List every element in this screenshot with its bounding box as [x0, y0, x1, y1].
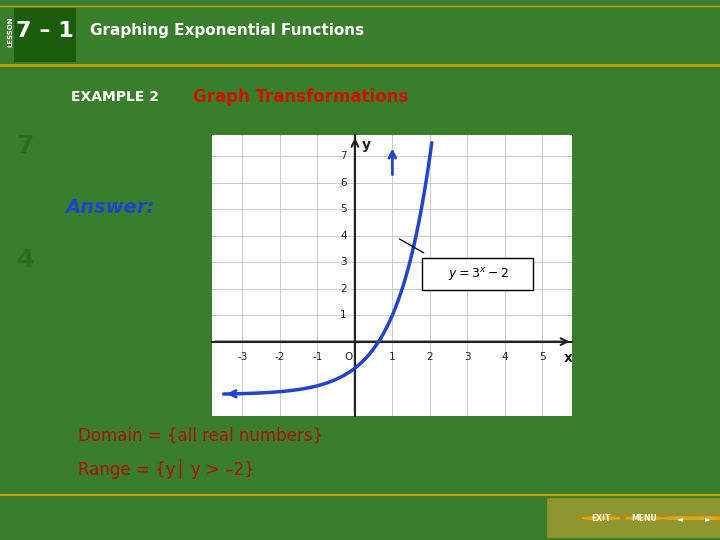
FancyBboxPatch shape — [14, 9, 76, 62]
Text: 5: 5 — [340, 204, 346, 214]
Text: 1: 1 — [389, 352, 396, 362]
Circle shape — [582, 517, 620, 519]
Circle shape — [662, 517, 699, 519]
Text: EXAMPLE 2: EXAMPLE 2 — [71, 90, 159, 104]
Text: 4: 4 — [502, 352, 508, 362]
FancyBboxPatch shape — [423, 258, 533, 290]
Text: -3: -3 — [237, 352, 248, 362]
Text: y: y — [361, 138, 371, 152]
Text: -2: -2 — [275, 352, 285, 362]
Text: 3: 3 — [340, 257, 346, 267]
Text: x: x — [564, 351, 573, 365]
Circle shape — [685, 517, 720, 519]
Circle shape — [621, 517, 667, 519]
Text: 2: 2 — [340, 284, 346, 294]
Text: $y = 3^x - 2$: $y = 3^x - 2$ — [448, 266, 508, 282]
Text: ◄: ◄ — [678, 514, 683, 523]
Text: Answer:: Answer: — [66, 198, 155, 218]
Text: Range = {y│ y > –2}: Range = {y│ y > –2} — [78, 458, 254, 478]
Text: Domain = {all real numbers}: Domain = {all real numbers} — [78, 427, 323, 444]
Text: -1: -1 — [312, 352, 323, 362]
Text: 7 – 1: 7 – 1 — [17, 21, 74, 41]
Text: 6: 6 — [340, 178, 346, 188]
Text: 4: 4 — [17, 248, 34, 272]
Text: Graph Transformations: Graph Transformations — [193, 87, 408, 106]
Text: LESSON: LESSON — [7, 16, 13, 47]
Text: 7: 7 — [17, 134, 34, 158]
Text: ►: ► — [705, 514, 711, 523]
Text: 1: 1 — [340, 310, 346, 320]
Text: 5: 5 — [539, 352, 546, 362]
Text: 7: 7 — [340, 151, 346, 161]
Circle shape — [626, 517, 663, 519]
Circle shape — [657, 517, 703, 519]
Text: MENU: MENU — [631, 514, 657, 523]
Text: EXIT: EXIT — [592, 514, 611, 523]
Circle shape — [689, 517, 720, 519]
Text: Graphing Exponential Functions: Graphing Exponential Functions — [90, 23, 364, 38]
Text: 3: 3 — [464, 352, 471, 362]
FancyBboxPatch shape — [547, 498, 720, 538]
Circle shape — [578, 517, 624, 519]
Text: 2: 2 — [426, 352, 433, 362]
Text: 4: 4 — [340, 231, 346, 241]
Text: O: O — [344, 352, 352, 362]
